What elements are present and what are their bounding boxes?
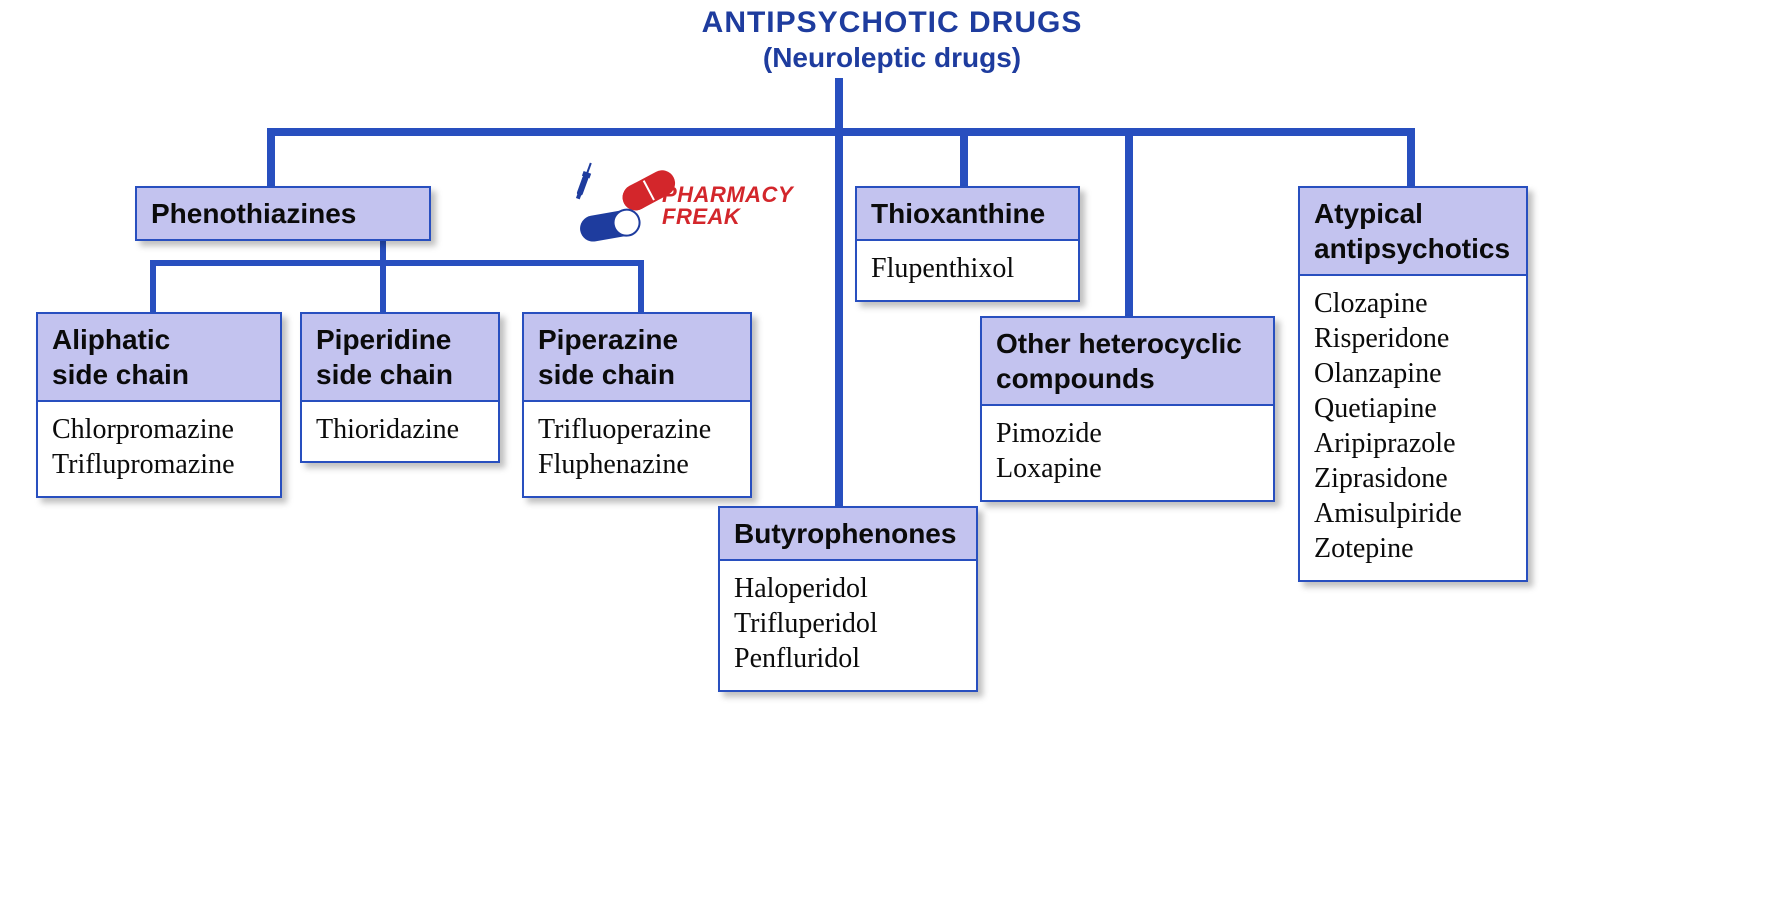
drug-item: Amisulpiride <box>1314 496 1512 531</box>
node-header: Phenothiazines <box>135 186 431 241</box>
drug-item: Olanzapine <box>1314 356 1512 391</box>
node-body: HaloperidolTrifluperidolPenfluridol <box>718 561 978 692</box>
line-drop-atyp <box>1407 128 1415 188</box>
node-label-line: Other heterocyclic <box>996 326 1259 361</box>
node-label-line: side chain <box>538 357 736 392</box>
logo-line2: FREAK <box>662 206 793 228</box>
node-heterocyclic: Other heterocycliccompounds PimozideLoxa… <box>980 316 1275 502</box>
line-drop-thiox <box>960 128 968 188</box>
node-body: Thioridazine <box>300 402 500 463</box>
node-aliphatic: Aliphaticside chain ChlorpromazineTriflu… <box>36 312 282 498</box>
node-body: ClozapineRisperidoneOlanzapineQuetiapine… <box>1298 276 1528 582</box>
node-body: PimozideLoxapine <box>980 406 1275 502</box>
title-sub: (Neuroleptic drugs) <box>0 42 1784 74</box>
line-drop-pheno <box>267 128 275 188</box>
node-header: Other heterocycliccompounds <box>980 316 1275 406</box>
drug-item: Penfluridol <box>734 641 962 676</box>
node-thioxanthine: Thioxanthine Flupenthixol <box>855 186 1080 302</box>
pharmacy-freak-logo: PHARMACY FREAK <box>570 160 790 250</box>
node-label-line: Phenothiazines <box>151 196 415 231</box>
logo-line1: PHARMACY <box>662 184 793 206</box>
drug-item: Fluphenazine <box>538 447 736 482</box>
drug-item: Ziprasidone <box>1314 461 1512 496</box>
line-pheno-drop-piper <box>380 260 386 314</box>
drug-item: Flupenthixol <box>871 251 1064 286</box>
node-label-line: side chain <box>52 357 266 392</box>
node-header: Atypicalantipsychotics <box>1298 186 1528 276</box>
line-pheno-hbar <box>150 260 644 266</box>
title-main: ANTIPSYCHOTIC DRUGS <box>0 6 1784 40</box>
node-label-line: Atypical <box>1314 196 1512 231</box>
drug-item: Zotepine <box>1314 531 1512 566</box>
node-butyrophenones: Butyrophenones HaloperidolTrifluperidolP… <box>718 506 978 692</box>
node-label-line: Aliphatic <box>52 322 266 357</box>
node-header: Piperidineside chain <box>300 312 500 402</box>
node-piperazine: Piperazineside chain TrifluoperazineFlup… <box>522 312 752 498</box>
drug-item: Trifluperidol <box>734 606 962 641</box>
node-header: Butyrophenones <box>718 506 978 561</box>
node-body: ChlorpromazineTriflupromazine <box>36 402 282 498</box>
drug-item: Clozapine <box>1314 286 1512 321</box>
drug-item: Aripiprazole <box>1314 426 1512 461</box>
line-drop-hetero <box>1125 128 1133 318</box>
drug-item: Pimozide <box>996 416 1259 451</box>
node-label-line: compounds <box>996 361 1259 396</box>
line-pheno-drop-aliph <box>150 260 156 314</box>
node-header: Aliphaticside chain <box>36 312 282 402</box>
diagram-title: ANTIPSYCHOTIC DRUGS (Neuroleptic drugs) <box>0 6 1784 74</box>
drug-item: Haloperidol <box>734 571 962 606</box>
drug-item: Quetiapine <box>1314 391 1512 426</box>
node-label-line: Butyrophenones <box>734 516 962 551</box>
line-root-stem <box>835 78 843 132</box>
node-label-line: antipsychotics <box>1314 231 1512 266</box>
drug-item: Loxapine <box>996 451 1259 486</box>
node-label-line: Piperazine <box>538 322 736 357</box>
node-label-line: side chain <box>316 357 484 392</box>
node-phenothiazines: Phenothiazines <box>135 186 431 241</box>
node-header: Piperazineside chain <box>522 312 752 402</box>
node-piperidine: Piperidineside chain Thioridazine <box>300 312 500 463</box>
drug-item: Triflupromazine <box>52 447 266 482</box>
node-label-line: Piperidine <box>316 322 484 357</box>
node-atypical: Atypicalantipsychotics ClozapineRisperid… <box>1298 186 1528 582</box>
drug-item: Trifluoperazine <box>538 412 736 447</box>
node-body: Flupenthixol <box>855 241 1080 302</box>
node-label-line: Thioxanthine <box>871 196 1064 231</box>
drug-item: Risperidone <box>1314 321 1512 356</box>
drug-item: Thioridazine <box>316 412 484 447</box>
line-pheno-drop-pipez <box>638 260 644 314</box>
logo-text: PHARMACY FREAK <box>662 184 793 228</box>
drug-item: Chlorpromazine <box>52 412 266 447</box>
node-header: Thioxanthine <box>855 186 1080 241</box>
line-drop-butyro <box>835 128 843 508</box>
node-body: TrifluoperazineFluphenazine <box>522 402 752 498</box>
